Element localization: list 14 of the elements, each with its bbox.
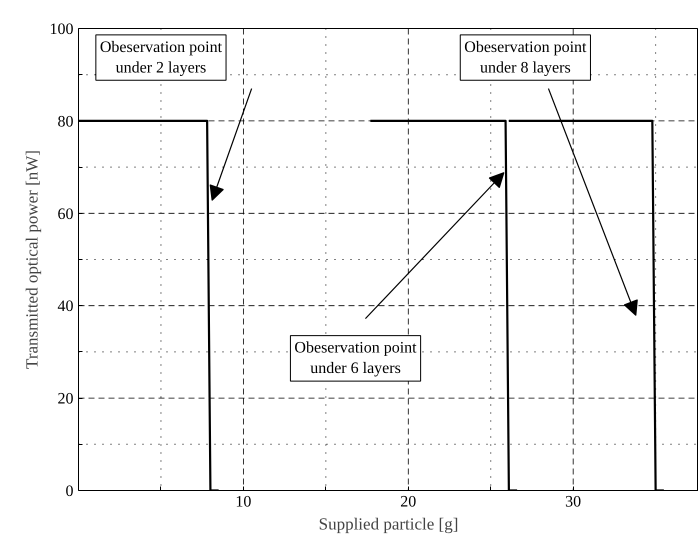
y-tick-label: 0 <box>66 483 74 500</box>
y-tick-label: 100 <box>50 21 74 38</box>
y-axis-title: Transmitted optical power [nW] <box>22 150 42 369</box>
x-tick-label: 30 <box>565 494 582 510</box>
x-axis-title: Supplied particle [g] <box>318 514 458 534</box>
y-tick-label: 60 <box>58 206 74 223</box>
annotation: Obeservation point under 8 layers <box>464 38 588 76</box>
y-tick-label: 40 <box>58 298 74 316</box>
x-tick-label: 10 <box>235 494 252 510</box>
y-tick-label: 80 <box>58 113 74 130</box>
annotation: Obeservation point under 2 layers <box>100 38 223 76</box>
x-tick-label: 20 <box>400 494 416 510</box>
y-tick-label: 20 <box>58 390 74 408</box>
annotation: Obeservation point under 6 layers <box>294 340 418 378</box>
